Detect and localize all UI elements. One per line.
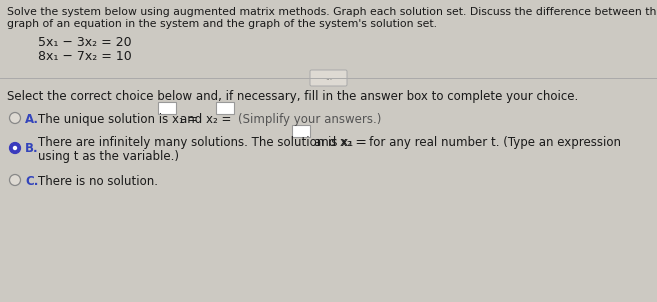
FancyBboxPatch shape — [310, 70, 347, 86]
Text: A.: A. — [25, 113, 39, 126]
Circle shape — [9, 113, 20, 124]
Circle shape — [12, 146, 17, 150]
Text: Solve the system below using augmented matrix methods. Graph each solution set. : Solve the system below using augmented m… — [7, 7, 657, 17]
Text: ...: ... — [325, 73, 332, 82]
Text: There are infinitely many solutions. The solution is x₁ =: There are infinitely many solutions. The… — [38, 136, 367, 149]
Bar — [215, 102, 234, 114]
Text: graph of an equation in the system and the graph of the system's solution set.: graph of an equation in the system and t… — [7, 19, 437, 29]
Text: C.: C. — [25, 175, 38, 188]
Bar — [158, 102, 176, 114]
Text: The unique solution is x₁ =: The unique solution is x₁ = — [38, 113, 198, 126]
Text: 8x₁ − 7x₂ = 10: 8x₁ − 7x₂ = 10 — [38, 50, 132, 63]
Circle shape — [9, 143, 20, 153]
Circle shape — [9, 175, 20, 185]
Text: and x₂ = for any real number t. (Type an expression: and x₂ = for any real number t. (Type an… — [313, 136, 621, 149]
Text: using t as the variable.): using t as the variable.) — [38, 150, 179, 163]
Text: and x₂ =: and x₂ = — [180, 113, 231, 126]
Text: B.: B. — [25, 142, 39, 155]
Text: There is no solution.: There is no solution. — [38, 175, 158, 188]
Text: (Simplify your answers.): (Simplify your answers.) — [238, 113, 381, 126]
Bar — [292, 125, 309, 137]
Text: 5x₁ − 3x₂ = 20: 5x₁ − 3x₂ = 20 — [38, 36, 131, 49]
Text: Select the correct choice below and, if necessary, fill in the answer box to com: Select the correct choice below and, if … — [7, 90, 578, 103]
